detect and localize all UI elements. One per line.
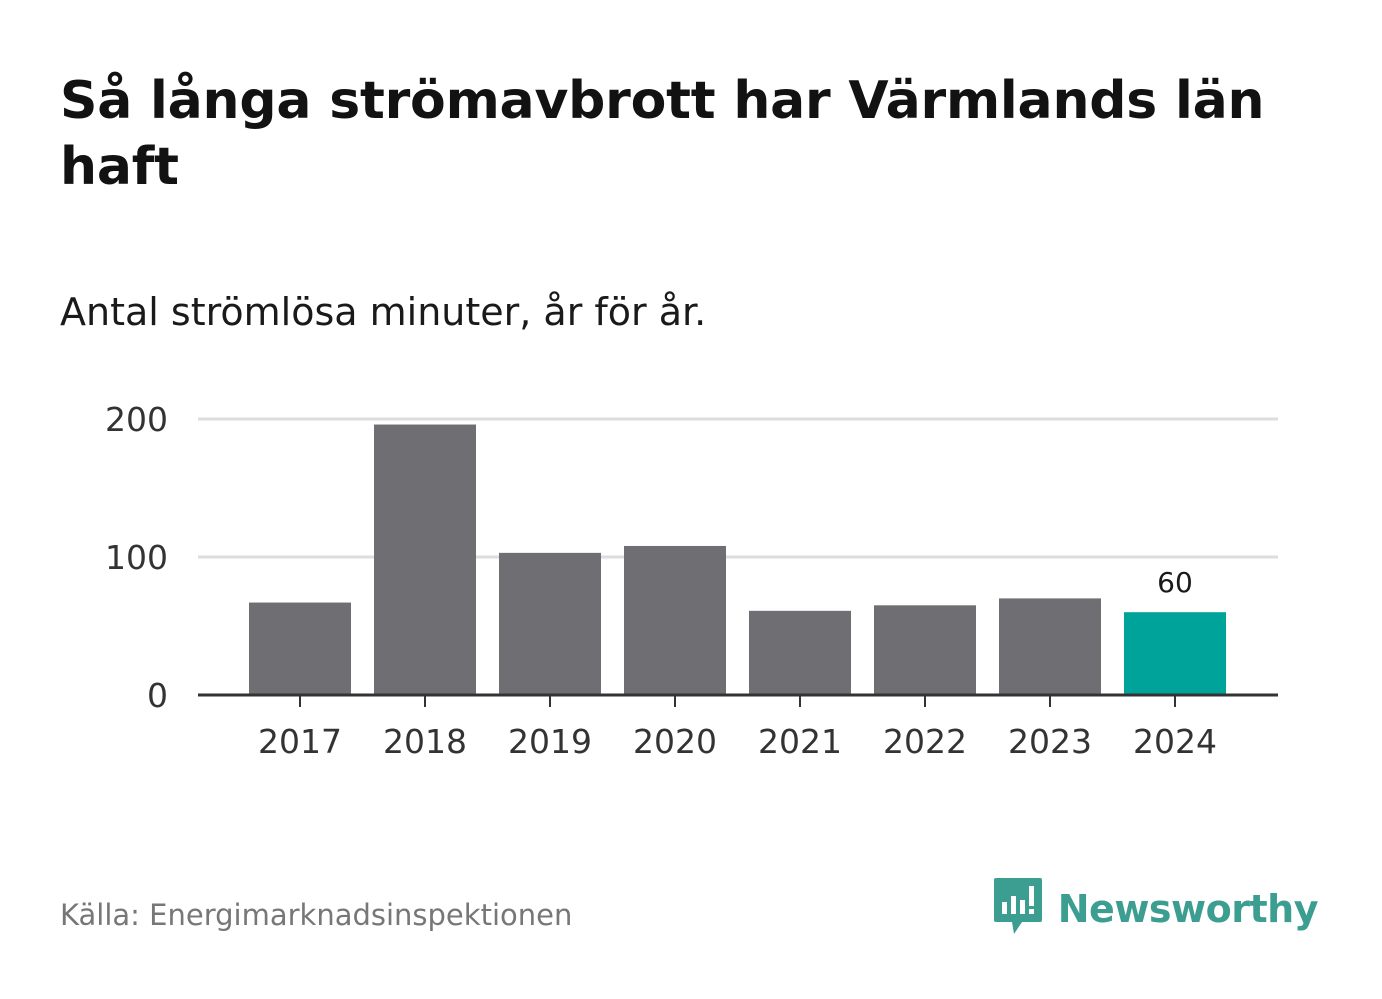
x-tick-label: 2020 <box>633 722 717 761</box>
data-label: 60 <box>1157 566 1193 599</box>
newsworthy-logo-icon <box>992 876 1044 942</box>
x-tick-label: 2019 <box>508 722 592 761</box>
x-tick-label: 2024 <box>1133 722 1217 761</box>
bar-2024 <box>1124 612 1226 695</box>
labels: 0 100 200 2017 2018 2019 2020 2021 2022 2023 2024 6… <box>105 400 1217 761</box>
brand-name: Newsworthy <box>1057 887 1319 931</box>
x-tick-label: 2018 <box>383 722 467 761</box>
bar-2021 <box>749 610 851 695</box>
bars <box>249 424 1226 695</box>
bar-chart: 0 100 200 2017 2018 2019 2020 2021 2022 2023 2024 6… <box>105 400 1278 761</box>
x-tick-label: 2023 <box>1008 722 1092 761</box>
chart-subtitle: Antal strömlösa minuter, år för år. <box>60 290 707 334</box>
bar-2022 <box>874 605 976 695</box>
bar-2020 <box>624 545 726 695</box>
y-tick-label: 100 <box>105 538 168 577</box>
brand: Newsworthy <box>992 876 1319 942</box>
gridlines <box>198 417 1278 559</box>
bar-2023 <box>999 598 1101 695</box>
axes <box>198 693 1278 707</box>
x-tick-label: 2022 <box>883 722 967 761</box>
x-tick-label: 2017 <box>258 722 342 761</box>
y-tick-label: 0 <box>147 676 168 715</box>
x-tick-label: 2021 <box>758 722 842 761</box>
bar-2019 <box>499 552 601 695</box>
y-tick-label: 200 <box>105 400 168 439</box>
bar-2018 <box>374 424 476 695</box>
chart-title: Så långa strömavbrott har Värmlands län … <box>60 71 1265 197</box>
source-note: Källa: Energimarknadsinspektionen <box>60 898 573 932</box>
bar-2017 <box>249 602 351 695</box>
